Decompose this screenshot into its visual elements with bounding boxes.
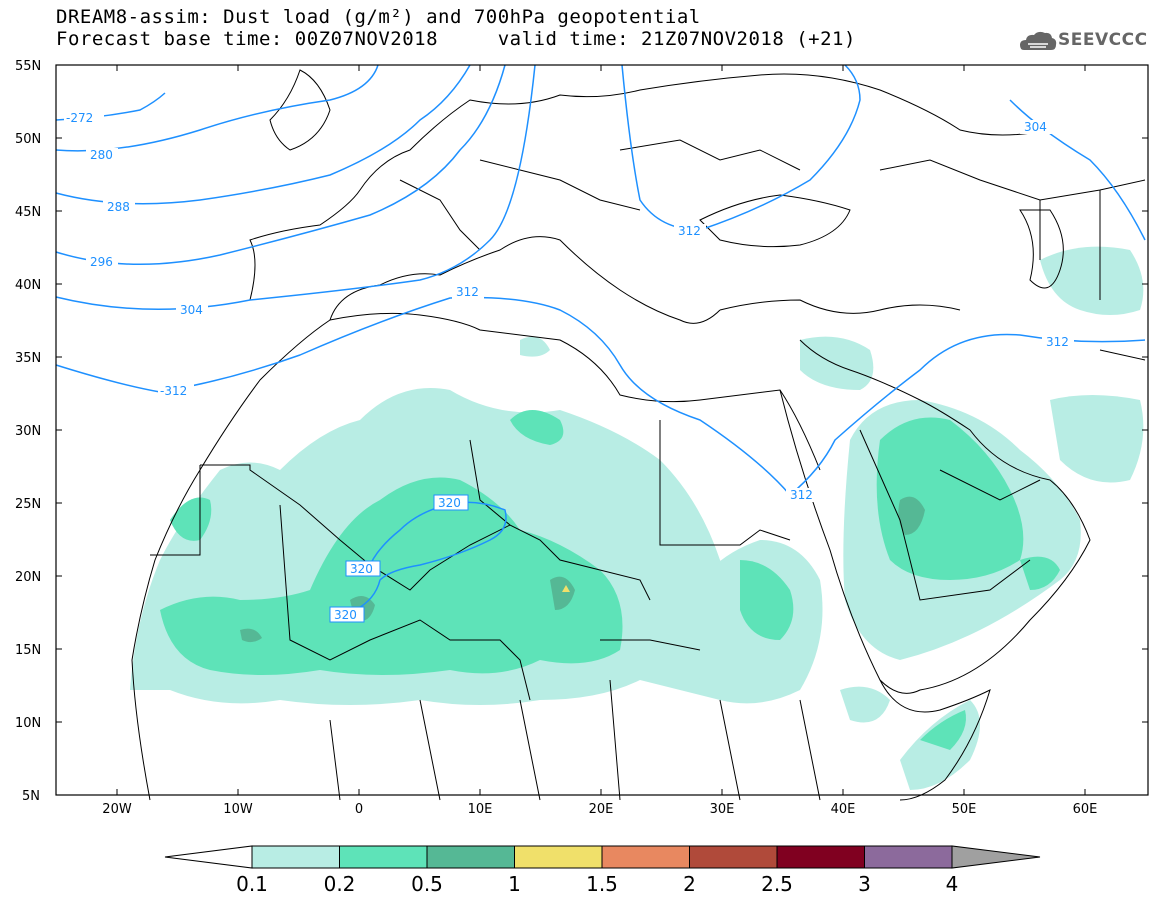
contour-label: 304	[1024, 120, 1047, 134]
lat-label: 20N	[15, 570, 41, 585]
lat-label: 40N	[15, 278, 41, 293]
lon-label: 30E	[710, 802, 735, 817]
colorbar-tick-label: 0.5	[411, 872, 443, 896]
geopotential-contours	[55, 64, 1146, 611]
map-title: DREAM8-assim: Dust load (g/m²) and 700hP…	[56, 6, 701, 28]
colorbar-tick-label: 0.2	[323, 872, 356, 896]
colorbar-swatch	[514, 845, 603, 869]
coastlines-and-borders	[131, 69, 1146, 801]
colorbar-arrow-high	[951, 845, 1041, 869]
contour-labels: -272 280 288 296 304 312 -312 312 312 31…	[64, 111, 1074, 623]
contour-label: 288	[107, 200, 130, 214]
colorbar-arrow-low	[164, 845, 253, 869]
contour-label: 312	[790, 488, 813, 502]
lon-label: 10E	[468, 802, 493, 817]
contour-label: 320	[350, 562, 373, 576]
lon-label: 50E	[952, 802, 977, 817]
lon-label: 0	[355, 802, 363, 817]
colorbar-swatch	[601, 845, 690, 869]
contour-label: 296	[90, 255, 113, 269]
contour-label: -272	[66, 111, 93, 125]
longitude-labels: 20W 10W 0 10E 20E 30E 40E 50E 60E	[102, 802, 1097, 817]
colorbar	[164, 845, 1041, 869]
lat-label: 10N	[15, 716, 41, 731]
latitude-axis	[56, 64, 1148, 723]
colorbar-tick-label: 0.1	[236, 872, 268, 896]
forecast-times: Forecast base time: 00Z07NOV2018 valid t…	[56, 28, 856, 50]
lat-label: 5N	[22, 789, 40, 804]
colorbar-tick-label: 1	[508, 872, 521, 896]
lat-label: 55N	[15, 59, 41, 74]
seevccc-logo: SEEVCCC	[1058, 30, 1148, 50]
latitude-labels: 55N 50N 45N 40N 35N 30N 25N 20N 15N 10N …	[15, 59, 41, 804]
contour-label: 320	[334, 608, 357, 622]
lon-label: 20W	[102, 802, 132, 817]
colorbar-tick-label: 2	[683, 872, 696, 896]
lat-label: 25N	[15, 497, 41, 512]
lon-label: 40E	[831, 802, 856, 817]
contour-label: 312	[678, 224, 701, 238]
colorbar-swatch	[426, 845, 515, 869]
colorbar-tick-label: 2.5	[761, 872, 793, 896]
cloud-logo-icon	[1020, 31, 1057, 50]
lon-label: 60E	[1073, 802, 1098, 817]
contour-label: 320	[438, 496, 461, 510]
colorbar-swatch	[776, 845, 865, 869]
lon-label: 20E	[589, 802, 614, 817]
colorbar-swatch	[864, 845, 953, 869]
lat-label: 15N	[15, 643, 41, 658]
lon-label: 10W	[223, 802, 253, 817]
colorbar-tick-label: 3	[858, 872, 871, 896]
contour-label: 304	[180, 303, 203, 317]
longitude-axis	[116, 65, 1086, 795]
lat-label: 45N	[15, 205, 41, 220]
contour-label: 280	[90, 148, 113, 162]
dust-hotspot-yellow	[562, 585, 570, 592]
colorbar-tick-label: 1.5	[586, 872, 618, 896]
contour-label: -312	[160, 384, 187, 398]
lat-label: 30N	[15, 424, 41, 439]
lat-label: 50N	[15, 132, 41, 147]
lat-label: 35N	[15, 351, 41, 366]
colorbar-swatch	[251, 845, 340, 869]
contour-label: 312	[456, 285, 479, 299]
colorbar-swatch	[339, 845, 428, 869]
contour-label: 312	[1046, 335, 1069, 349]
colorbar-tick-label: 4	[945, 872, 959, 896]
colorbar-swatch	[689, 845, 778, 869]
dust-shading-dark	[240, 496, 925, 643]
